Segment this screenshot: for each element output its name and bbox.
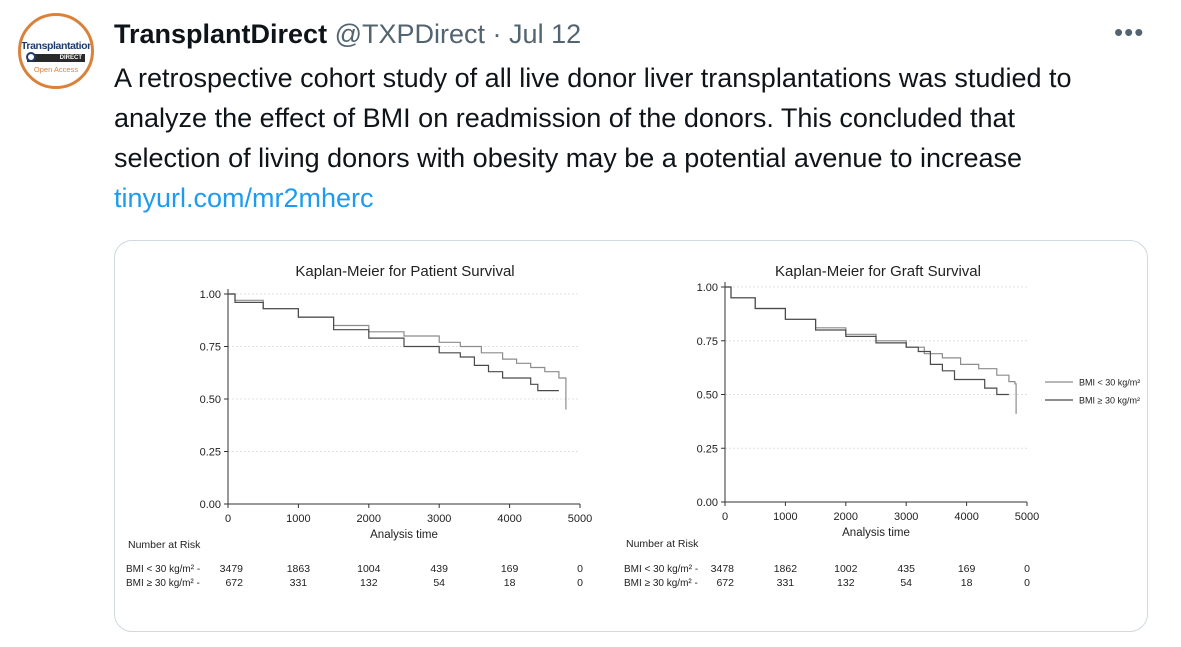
risk-value: 1863	[287, 563, 311, 575]
chart-title: Kaplan-Meier for Graft Survival	[775, 263, 981, 280]
risk-value: 1002	[834, 563, 858, 575]
risk-value: 439	[430, 563, 448, 575]
y-tick-label: 0.25	[200, 447, 221, 459]
y-tick-label: 0.75	[697, 336, 718, 348]
y-tick-label: 0.00	[200, 499, 221, 511]
risk-value: 0	[1024, 577, 1030, 589]
risk-row-label: BMI < 30 kg/m² -	[126, 564, 200, 575]
x-tick-label: 2000	[834, 511, 858, 523]
x-tick-label: 0	[722, 511, 728, 523]
risk-value: 18	[504, 577, 516, 589]
x-tick-label: 1000	[286, 513, 310, 525]
more-horizontal-icon[interactable]: •••	[1114, 17, 1145, 47]
risk-value: 331	[777, 577, 795, 589]
y-tick-label: 1.00	[200, 289, 221, 301]
tweet-text-body: A retrospective cohort study of all live…	[114, 63, 1072, 173]
tweet-text: A retrospective cohort study of all live…	[114, 58, 1124, 218]
risk-value: 0	[1024, 563, 1030, 575]
x-tick-label: 1000	[773, 511, 797, 523]
survival-curve-2	[725, 286, 1009, 396]
risk-value: 435	[897, 563, 915, 575]
x-axis-label: Analysis time	[370, 529, 438, 541]
y-tick-label: 0.25	[697, 443, 718, 455]
tweet-date[interactable]: Jul 12	[509, 19, 582, 49]
header-separator: ·	[492, 19, 502, 49]
risk-row-label: BMI < 30 kg/m² -	[624, 564, 698, 575]
y-tick-label: 0.50	[697, 390, 718, 402]
chart-title: Kaplan-Meier for Patient Survival	[295, 263, 514, 280]
risk-value: 54	[900, 577, 912, 589]
risk-value: 0	[577, 577, 583, 589]
risk-value: 54	[433, 577, 445, 589]
risk-value: 132	[360, 577, 378, 589]
logo-bar	[27, 54, 85, 62]
risk-value: 18	[961, 577, 973, 589]
x-tick-label: 4000	[954, 511, 978, 523]
risk-value: 672	[716, 577, 734, 589]
logo-name: Transplantation	[21, 40, 94, 52]
avatar[interactable]: Transplantation DIRECT Open Access	[18, 13, 94, 89]
author-name[interactable]: TransplantDirect	[114, 19, 328, 49]
logo-dot-icon	[26, 52, 36, 62]
risk-table-title: Number at Risk	[626, 538, 699, 550]
y-tick-label: 1.00	[697, 282, 718, 294]
x-tick-label: 5000	[568, 513, 592, 525]
x-tick-label: 4000	[497, 513, 521, 525]
risk-value: 3478	[711, 563, 735, 575]
risk-value: 0	[577, 563, 583, 575]
risk-table-title: Number at Risk	[128, 539, 201, 551]
legend-label: BMI ≥ 30 kg/m²	[1079, 396, 1140, 406]
risk-row-label: BMI ≥ 30 kg/m² -	[624, 578, 698, 589]
x-tick-label: 2000	[357, 513, 381, 525]
author-handle[interactable]: @TXPDirect	[334, 19, 486, 49]
logo-open-access: Open Access	[33, 65, 79, 74]
tweet-link[interactable]: tinyurl.com/mr2mherc	[114, 183, 374, 213]
x-tick-label: 3000	[894, 511, 918, 523]
risk-value: 169	[958, 563, 976, 575]
x-axis-label: Analysis time	[842, 527, 910, 539]
risk-value: 1004	[357, 563, 381, 575]
transplantation-direct-logo: Transplantation DIRECT Open Access	[21, 16, 91, 86]
risk-value: 331	[290, 577, 308, 589]
tweet-header: TransplantDirect @TXPDirect · Jul 12	[114, 14, 581, 54]
survival-curve-2	[228, 293, 559, 392]
risk-row-label: BMI ≥ 30 kg/m² -	[126, 578, 200, 589]
tweet-media[interactable]: Kaplan-Meier for Patient Survival 0.00 0.2…	[114, 240, 1148, 632]
legend-label: BMI < 30 kg/m²	[1079, 378, 1140, 388]
risk-value: 132	[837, 577, 855, 589]
x-tick-label: 0	[225, 513, 231, 525]
y-tick-label: 0.50	[200, 394, 221, 406]
x-tick-label: 5000	[1015, 511, 1039, 523]
y-tick-label: 0.00	[697, 497, 718, 509]
y-tick-label: 0.75	[200, 342, 221, 354]
survival-curve-1	[228, 293, 567, 410]
charts-image: Kaplan-Meier for Patient Survival 0.00 0.2…	[126, 263, 1140, 589]
risk-value: 3479	[220, 563, 244, 575]
x-tick-label: 3000	[427, 513, 451, 525]
logo-direct: DIRECT	[59, 55, 82, 61]
risk-value: 169	[501, 563, 519, 575]
risk-value: 672	[225, 577, 243, 589]
risk-value: 1862	[774, 563, 798, 575]
